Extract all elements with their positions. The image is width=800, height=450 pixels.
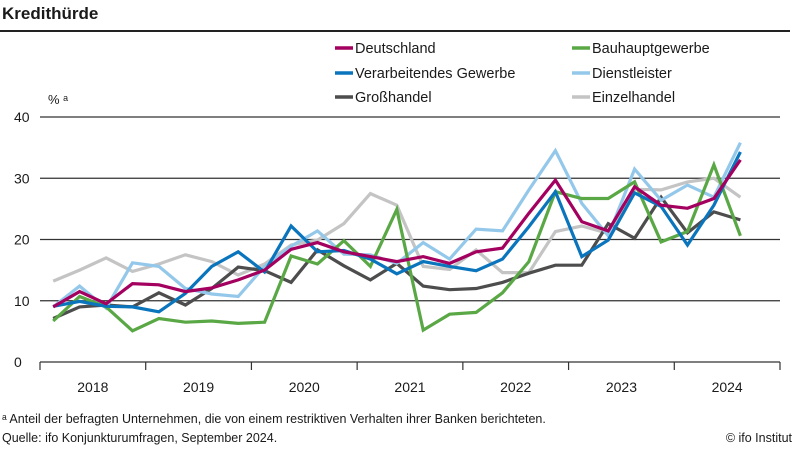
series-line-dienstleister — [52, 142, 742, 311]
y-tick-label: 10 — [14, 293, 30, 309]
title-rule — [0, 30, 790, 32]
legend-label: Dienstleister — [592, 66, 672, 82]
x-tick-label: 2024 — [712, 379, 743, 395]
legend-label: Großhandel — [355, 90, 432, 106]
chart-title: Kredithürde — [2, 4, 99, 23]
line-chart: 0 10 20 30 40 2018 2019 2020 2021 2022 2023 2024 D… — [14, 41, 781, 395]
x-tick-label: 2021 — [394, 379, 425, 395]
y-axis-unit: % ᵃ — [48, 92, 68, 107]
y-tick-label: 20 — [14, 232, 30, 248]
footnote: ᵃ Anteil der befragten Unternehmen, die … — [2, 412, 546, 426]
x-tick-label: 2018 — [77, 379, 108, 395]
y-tick-label: 30 — [14, 170, 30, 186]
source-note: Quelle: ifo Konjunkturumfragen, Septembe… — [2, 431, 278, 445]
legend-label: Deutschland — [355, 41, 436, 57]
x-tick-label: 2023 — [606, 379, 637, 395]
x-tick-label: 2022 — [500, 379, 531, 395]
series-line-verarbeitendes-gewerbe — [52, 151, 742, 314]
series-line-bauhauptgewerbe — [52, 160, 742, 333]
y-tick-label: 0 — [14, 354, 22, 370]
x-tick-label: 2019 — [183, 379, 214, 395]
legend-label: Bauhauptgewerbe — [592, 41, 710, 57]
legend-label: Verarbeitendes Gewerbe — [355, 66, 515, 82]
x-tick-label: 2020 — [289, 379, 320, 395]
series-line-deutschland — [52, 158, 742, 309]
copyright: © ifo Institut — [725, 431, 792, 445]
legend-label: Einzelhandel — [592, 90, 675, 106]
y-tick-label: 40 — [14, 109, 30, 125]
